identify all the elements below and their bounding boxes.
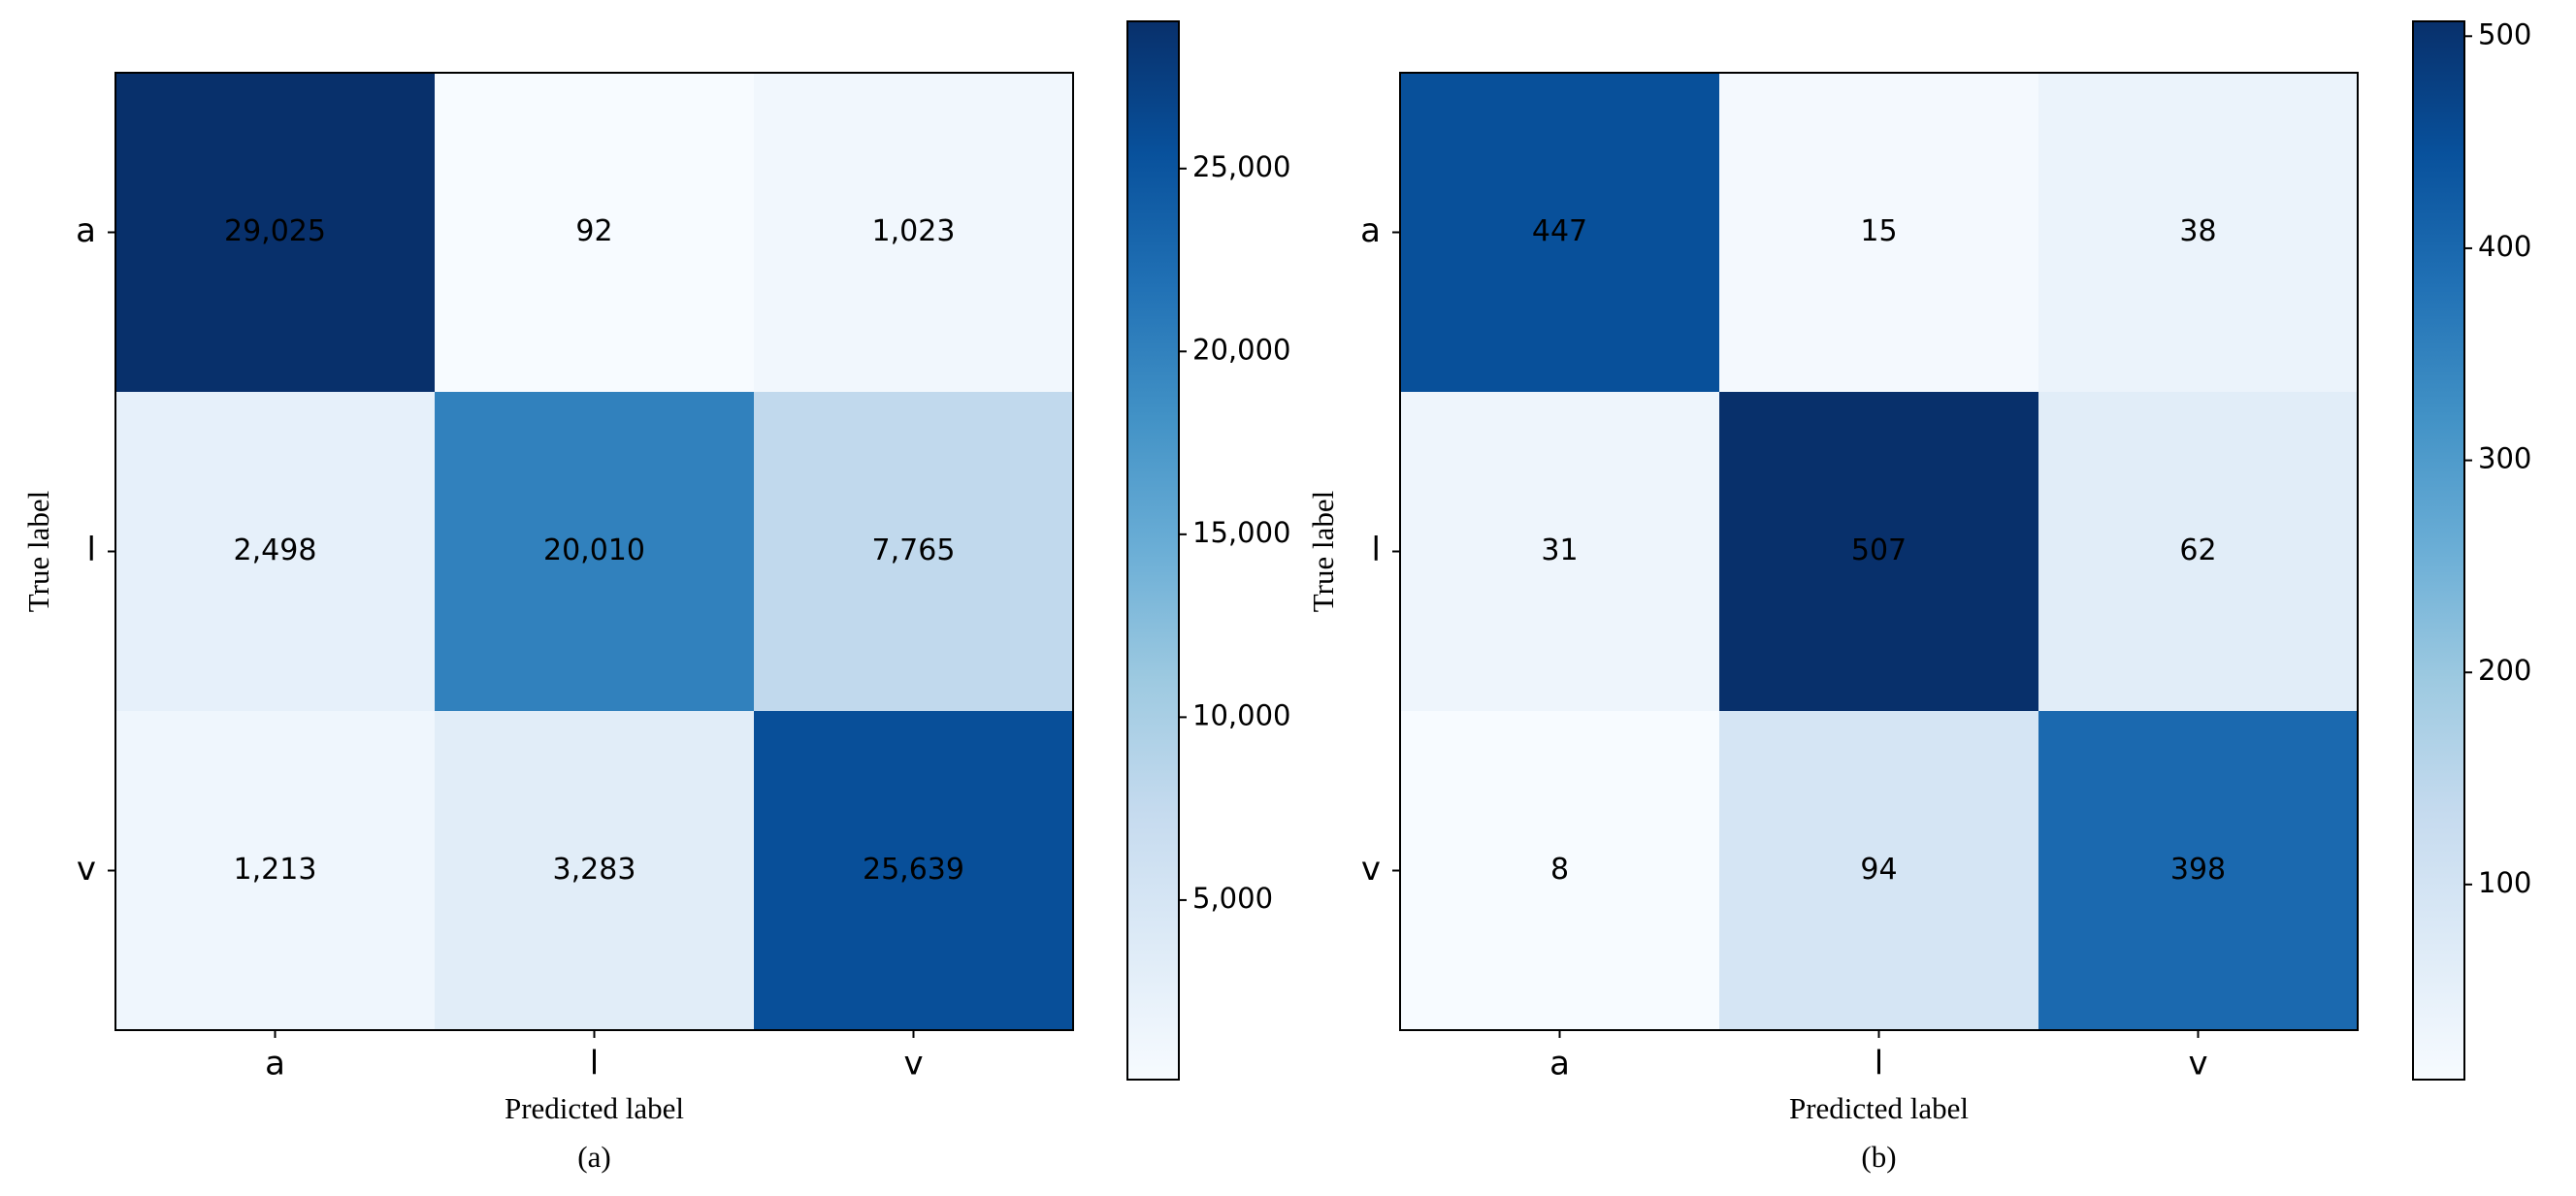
cell (115, 392, 436, 712)
cell-label: 507 (1851, 533, 1907, 567)
x-tick-label: v (903, 1045, 923, 1083)
cell (1400, 73, 1720, 393)
x-tick-label: l (590, 1045, 599, 1083)
cell-label: 7,765 (872, 533, 956, 567)
y-tick-label: l (1372, 531, 1381, 569)
caption: (b) (1861, 1140, 1896, 1174)
y-axis-label: True label (21, 491, 55, 612)
cell-label: 20,010 (543, 533, 645, 567)
x-axis-label: Predicted label (1789, 1091, 1969, 1125)
cell (115, 711, 436, 1031)
cell-label: 1,023 (872, 214, 956, 248)
cell-label: 38 (2179, 214, 2216, 248)
cell-label: 92 (575, 214, 612, 248)
cell-label: 2,498 (234, 533, 317, 567)
cell-label: 447 (1532, 214, 1587, 248)
x-tick-label: l (1875, 1045, 1883, 1083)
cell-label: 94 (1860, 853, 1897, 887)
y-axis-label: True label (1306, 491, 1340, 612)
cell (754, 392, 1074, 712)
colorbar-tick-label: 25,000 (1192, 150, 1290, 183)
y-tick-label: l (87, 531, 96, 569)
cell (1719, 73, 2039, 393)
cell (2038, 73, 2359, 393)
y-tick-label: v (1361, 850, 1381, 889)
cell (435, 392, 755, 712)
caption: (a) (577, 1140, 610, 1174)
cell (1719, 711, 2039, 1031)
x-tick-label: a (1549, 1045, 1570, 1083)
colorbar-tick-label: 100 (2478, 866, 2531, 899)
cell (1400, 392, 1720, 712)
colorbar (1126, 20, 1180, 1081)
colorbar-tick-label: 15,000 (1192, 516, 1290, 549)
cell-label: 15 (1860, 214, 1897, 248)
cell-label: 398 (2170, 853, 2226, 887)
cell-label: 3,283 (553, 853, 636, 887)
colorbar-tick-label: 20,000 (1192, 333, 1290, 366)
colorbar-tick-label: 5,000 (1192, 882, 1273, 915)
colorbar-tick-label: 500 (2478, 17, 2531, 50)
cell (1400, 711, 1720, 1031)
y-tick-label: a (1360, 211, 1381, 250)
cell (2038, 711, 2359, 1031)
colorbar-tick-label: 300 (2478, 442, 2531, 475)
x-tick-label: v (2188, 1045, 2207, 1083)
cell (2038, 392, 2359, 712)
cell-label: 25,639 (863, 853, 964, 887)
cell-label: 31 (1541, 533, 1578, 567)
cell-label: 29,025 (224, 214, 326, 248)
colorbar (2412, 20, 2465, 1081)
colorbar-tick-label: 10,000 (1192, 698, 1290, 731)
x-axis-label: Predicted label (505, 1091, 684, 1125)
cell (1719, 392, 2039, 712)
colorbar-tick-label: 200 (2478, 654, 2531, 687)
cell-label: 62 (2179, 533, 2216, 567)
cell (754, 711, 1074, 1031)
y-tick-label: a (76, 211, 96, 250)
cell-label: 8 (1550, 853, 1569, 887)
cell (435, 73, 755, 393)
x-tick-label: a (265, 1045, 285, 1083)
cell (435, 711, 755, 1031)
y-tick-label: v (77, 850, 96, 889)
colorbar-tick-label: 400 (2478, 230, 2531, 263)
cell (115, 73, 436, 393)
cell (754, 73, 1074, 393)
cell-label: 1,213 (234, 853, 317, 887)
